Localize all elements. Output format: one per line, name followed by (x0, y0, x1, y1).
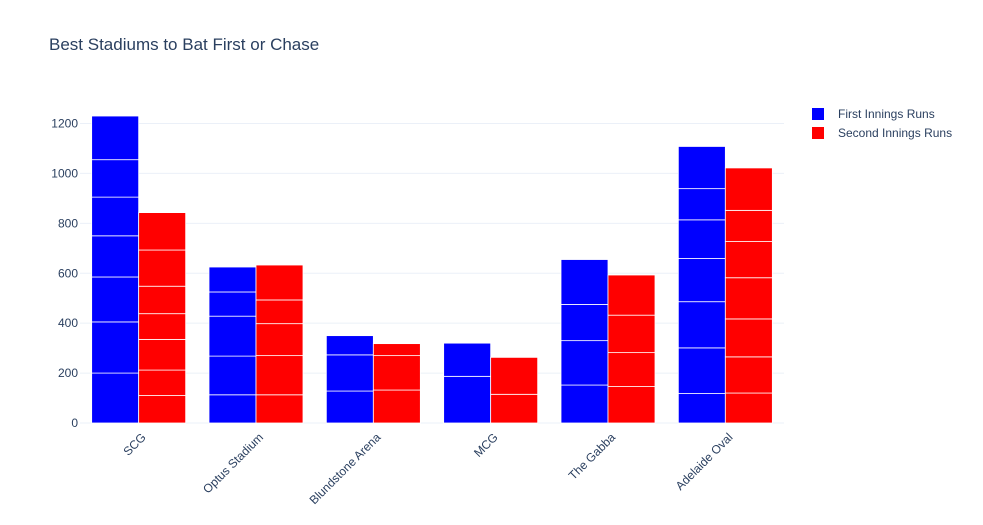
x-tick-label: MCG (471, 430, 501, 460)
bar-segment-second-innings[interactable] (255, 299, 304, 325)
gridlines (80, 123, 784, 424)
bar-segment-first-innings[interactable] (208, 266, 257, 293)
bar-segment-second-innings[interactable] (138, 369, 187, 396)
legend-item[interactable]: First Innings Runs (812, 107, 935, 121)
y-tick-label: 400 (58, 316, 78, 330)
legend-swatch (812, 127, 824, 139)
bar-segment-second-innings[interactable] (138, 313, 187, 340)
x-tick-label: The Gabba (566, 430, 619, 483)
bar-segment-first-innings[interactable] (208, 355, 257, 396)
y-tick-label: 1000 (51, 166, 78, 180)
legend[interactable]: First Innings Runs Second Innings Runs (812, 107, 952, 140)
bar-segment-first-innings[interactable] (208, 315, 257, 357)
bar-segment-first-innings[interactable] (325, 390, 374, 424)
bar-segment-second-innings[interactable] (255, 323, 304, 357)
bar-segment-second-innings[interactable] (255, 355, 304, 396)
x-tick-label: SCG (120, 430, 148, 458)
bar-segment-first-innings[interactable] (560, 259, 609, 305)
bar-segment-second-innings[interactable] (138, 395, 187, 424)
bar-segment-second-innings[interactable] (607, 352, 656, 387)
bar-segment-first-innings[interactable] (677, 347, 726, 394)
bar-segment-first-innings[interactable] (208, 291, 257, 317)
bar-segment-second-innings[interactable] (724, 356, 773, 394)
legend-label: Second Innings Runs (838, 126, 952, 140)
bar-segment-second-innings[interactable] (724, 318, 773, 358)
x-tick-label: Adelaide Oval (673, 430, 736, 493)
bar-segment-first-innings[interactable] (91, 115, 140, 161)
bar-segment-second-innings[interactable] (724, 167, 773, 211)
x-axis-ticks: SCG Optus Stadium Blundstone Arena MCG The G… (120, 430, 735, 507)
bar-segment-second-innings[interactable] (607, 386, 656, 424)
y-tick-label: 800 (58, 216, 78, 230)
bar-segment-first-innings[interactable] (560, 340, 609, 386)
bar-segment-first-innings[interactable] (677, 301, 726, 349)
bar-segment-second-innings[interactable] (138, 285, 187, 315)
bar-segment-second-innings[interactable] (372, 355, 421, 391)
bar-segment-second-innings[interactable] (255, 394, 304, 424)
bar-segment-first-innings[interactable] (91, 276, 140, 323)
bar-segment-first-innings[interactable] (560, 304, 609, 342)
x-tick-label: Blundstone Arena (307, 430, 384, 507)
bar-segment-first-innings[interactable] (677, 188, 726, 221)
bar-segment-first-innings[interactable] (91, 159, 140, 198)
y-tick-label: 1200 (51, 117, 78, 131)
bar-segment-second-innings[interactable] (138, 338, 187, 371)
bar-segment-first-innings[interactable] (325, 354, 374, 392)
bar-segment-second-innings[interactable] (490, 393, 539, 424)
bar-segment-first-innings[interactable] (443, 375, 492, 424)
y-axis-ticks: 0 200 400 600 800 1000 1200 (51, 117, 78, 431)
bar-segment-second-innings[interactable] (372, 389, 421, 424)
y-tick-label: 600 (58, 266, 78, 280)
bar-segment-second-innings[interactable] (607, 274, 656, 316)
bar-segment-second-innings[interactable] (138, 212, 187, 251)
bar-segment-first-innings[interactable] (677, 393, 726, 424)
bar-segment-first-innings[interactable] (325, 335, 374, 356)
bar-segment-second-innings[interactable] (490, 356, 539, 395)
bar-segment-first-innings[interactable] (443, 342, 492, 377)
bar-segment-second-innings[interactable] (724, 392, 773, 424)
bar-segment-second-innings[interactable] (724, 277, 773, 320)
bar-segment-second-innings[interactable] (607, 314, 656, 354)
bar-segment-second-innings[interactable] (255, 264, 304, 301)
y-tick-label: 0 (71, 416, 78, 430)
bar-segment-first-innings[interactable] (560, 384, 609, 424)
bar-segment-first-innings[interactable] (677, 146, 726, 190)
legend-label: First Innings Runs (838, 107, 935, 121)
bar-segment-first-innings[interactable] (91, 372, 140, 424)
legend-item[interactable]: Second Innings Runs (812, 126, 952, 140)
bar-segment-second-innings[interactable] (138, 249, 187, 287)
y-tick-label: 200 (58, 366, 78, 380)
legend-swatch (812, 108, 824, 120)
bar-segment-second-innings[interactable] (724, 241, 773, 279)
bar-segment-first-innings[interactable] (208, 394, 257, 424)
bar-segment-first-innings[interactable] (91, 235, 140, 278)
bar-segment-first-innings[interactable] (91, 321, 140, 374)
chart-title: Best Stadiums to Bat First or Chase (49, 35, 319, 54)
x-tick-label: Optus Stadium (200, 430, 266, 496)
bar-segment-second-innings[interactable] (724, 209, 773, 242)
bar-segment-second-innings[interactable] (372, 343, 421, 357)
bar-segment-first-innings[interactable] (677, 219, 726, 259)
bar-segment-first-innings[interactable] (677, 258, 726, 303)
bars (91, 115, 773, 424)
bar-segment-first-innings[interactable] (91, 196, 140, 237)
